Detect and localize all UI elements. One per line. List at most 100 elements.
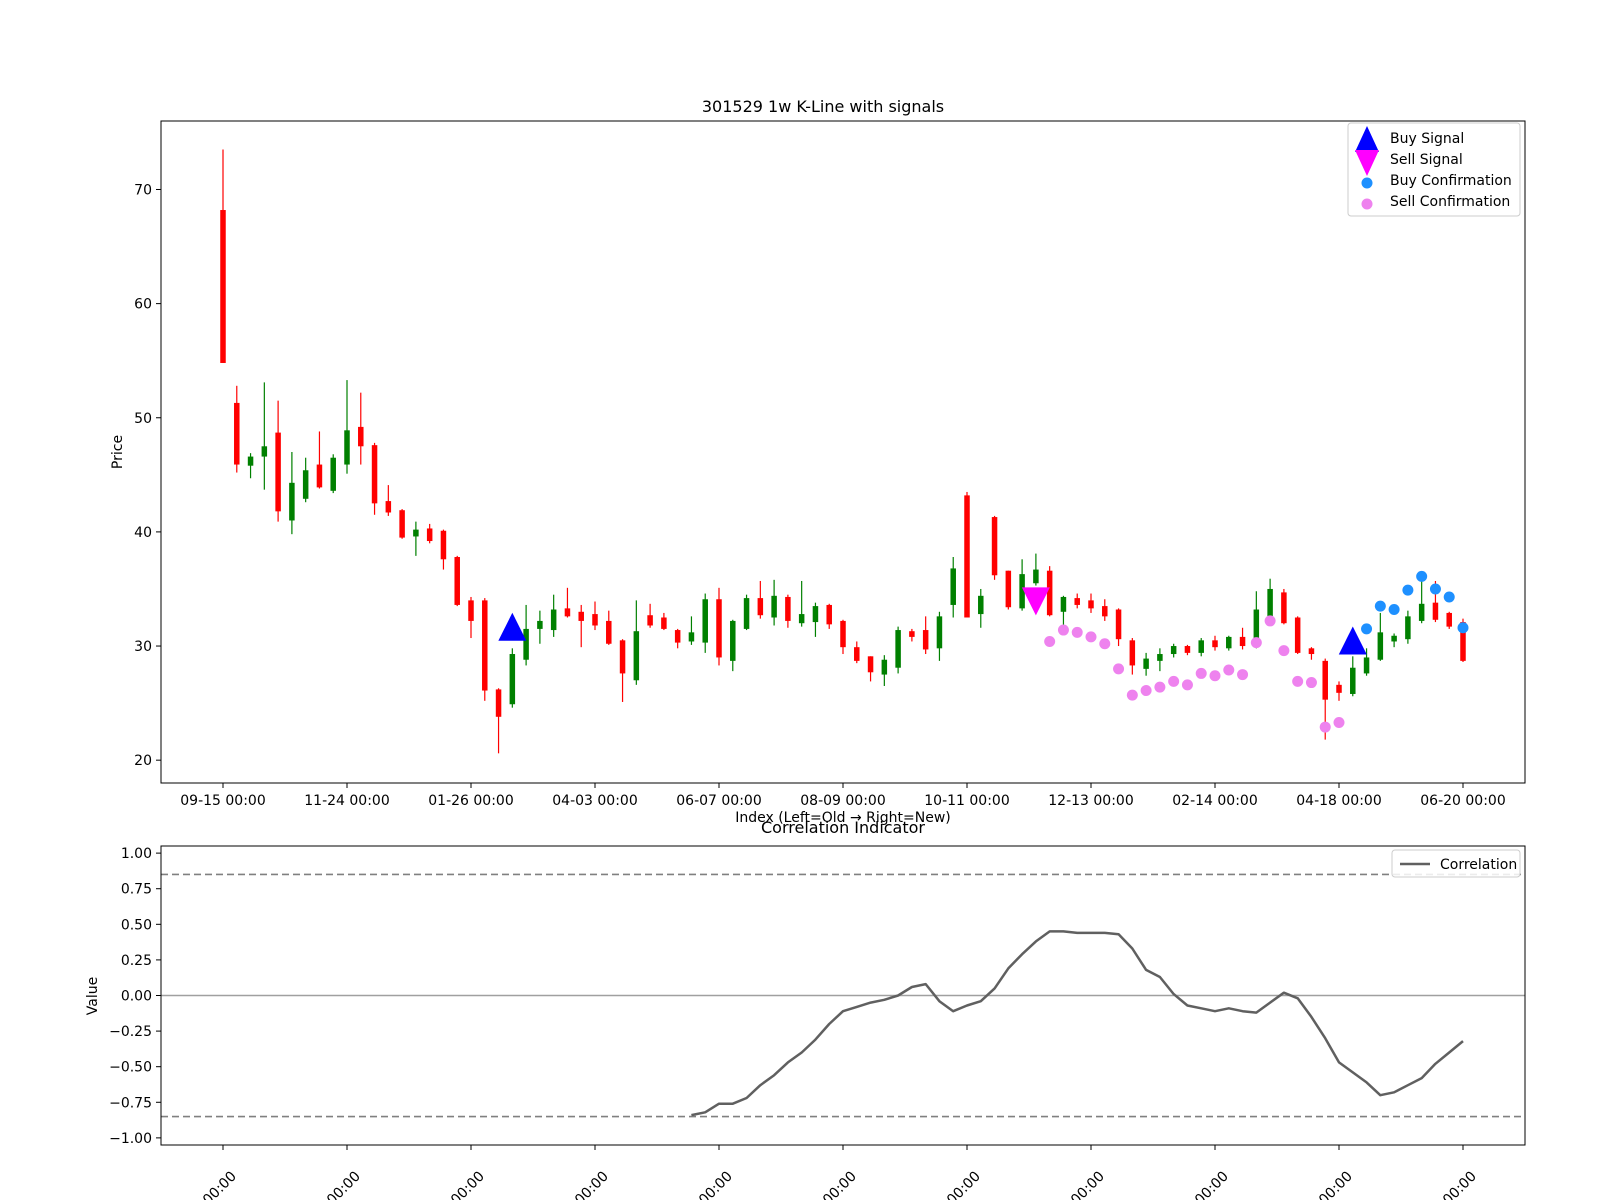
buy-signal-marker (1338, 626, 1367, 655)
candle-body (606, 620, 612, 644)
sell-confirmation-point (1278, 645, 1290, 657)
candle-body (275, 432, 281, 512)
sell-confirmation-point (1071, 626, 1083, 638)
legend-correlation-label: Correlation (1440, 857, 1517, 873)
sell-confirmation-point (1140, 685, 1152, 697)
candle-body (688, 632, 695, 642)
candle-body (867, 656, 874, 673)
candle-body (454, 557, 460, 605)
candle-body (1446, 612, 1452, 627)
candle-body (316, 464, 323, 488)
legend-buy-confirmation-marker (1361, 177, 1373, 189)
candle-body (1157, 654, 1163, 661)
legend-sell-confirmation-marker (1361, 198, 1373, 210)
legend-buy-signal-label: Buy Signal (1390, 131, 1464, 147)
sell-confirmation-point (1168, 675, 1180, 687)
kline-y-tick-label: 70 (134, 182, 152, 198)
candles (220, 149, 1466, 754)
candle-body (289, 482, 295, 521)
candle-body (1363, 657, 1370, 674)
candle-body (1336, 684, 1342, 693)
sell-confirmation-point (1223, 664, 1235, 676)
buy-confirmation-point (1457, 622, 1469, 634)
kline-y-tick-label: 60 (134, 297, 152, 313)
candle-body (537, 620, 543, 629)
sell-confirmation-point (1292, 675, 1304, 687)
kline-x-tick-label: 11-24 00:00 (304, 793, 389, 809)
buy-confirmation-point (1361, 623, 1373, 635)
kline-y-tick-label: 50 (134, 411, 152, 427)
candle-body (922, 630, 929, 650)
candle-body (936, 616, 943, 649)
candle-body (302, 470, 309, 499)
candle-body (592, 614, 598, 626)
candle-body (647, 615, 653, 626)
kline-x-tick-label: 12-13 00:00 (1048, 793, 1133, 809)
candle-body (1405, 616, 1411, 640)
candle-body (1115, 609, 1122, 640)
sell-confirmation-point (1154, 681, 1166, 693)
candle-body (495, 689, 502, 717)
candle-body (1308, 648, 1315, 655)
candle-body (1033, 569, 1039, 584)
candle-body (1253, 609, 1260, 644)
sell-confirmation-point (1181, 679, 1193, 691)
candle-body (1418, 603, 1425, 621)
sell-confirmation-point (1305, 677, 1317, 689)
sell-confirmation-point (1044, 635, 1056, 647)
sell-confirmation-point (1264, 615, 1276, 627)
sell-confirmation-point (1237, 669, 1249, 681)
candle-body (413, 529, 419, 537)
sell-confirmation-point (1250, 637, 1262, 649)
candle-body (550, 609, 557, 631)
kline-y-tick-label: 20 (134, 753, 152, 769)
candle-body (1281, 592, 1287, 624)
candle-body (964, 495, 970, 618)
candle-body (702, 599, 708, 643)
kline-legend: Buy Signal Sell Signal Buy Confirmation … (1347, 122, 1521, 217)
candle-body (1046, 570, 1053, 616)
candle-body (991, 517, 998, 576)
candle-body (895, 630, 901, 668)
candle-body (523, 628, 529, 660)
candle-body (1143, 658, 1149, 669)
buy-confirmation-point (1402, 584, 1414, 596)
candle-body (1129, 640, 1136, 666)
correlation-y-tick-label: −0.25 (109, 1024, 152, 1040)
legend-sell-signal-label: Sell Signal (1390, 152, 1463, 168)
correlation-y-ticks: 1.00 0.75 0.50 0.25 0.00 −0.25 −0.50 −0.75 −1.00 (109, 846, 161, 1147)
candle-body (1391, 635, 1397, 642)
kline-y-ticks: 20 30 40 50 60 70 (134, 182, 161, 769)
kline-legend-box (1347, 122, 1521, 217)
kline-x-tick-label: 06-20 00:00 (1420, 793, 1505, 809)
candle-body (330, 457, 336, 491)
candle-body (261, 446, 268, 457)
candle-body (1322, 660, 1328, 700)
kline-x-tick-label: 06-07 00:00 (676, 793, 761, 809)
correlation-y-tick-label: −0.50 (109, 1060, 152, 1076)
candle-body (1060, 596, 1067, 612)
candle-body (1088, 600, 1094, 609)
sell-confirmation-point (1057, 624, 1069, 636)
candle-body (854, 647, 860, 661)
kline-panel: 301529 1w K-Line with signals 20 30 40 50 60… (110, 97, 1526, 826)
candle-body (399, 510, 405, 538)
candle-body (1460, 622, 1466, 661)
kline-y-tick-label: 30 (134, 639, 152, 655)
correlation-reference-lines (161, 873, 1525, 1118)
correlation-y-tick-label: −1.00 (109, 1131, 152, 1147)
legend-buy-signal-marker (1355, 126, 1379, 152)
sell-confirmation-point (1126, 689, 1138, 701)
kline-x-tick-label: 08-09 00:00 (800, 793, 885, 809)
candle-body (1198, 640, 1204, 653)
candle-body (812, 606, 819, 623)
candle-body (950, 568, 956, 605)
candle-body (771, 595, 777, 618)
correlation-series-line (691, 930, 1464, 1117)
correlation-y-tick-label: 0.50 (121, 917, 152, 933)
candle-body (1019, 574, 1025, 609)
legend-sell-confirmation-label: Sell Confirmation (1390, 194, 1510, 210)
kline-x-axis-label: Index (Left=Old → Right=New) (735, 810, 951, 826)
kline-x-tick-label: 01-26 00:00 (428, 793, 513, 809)
